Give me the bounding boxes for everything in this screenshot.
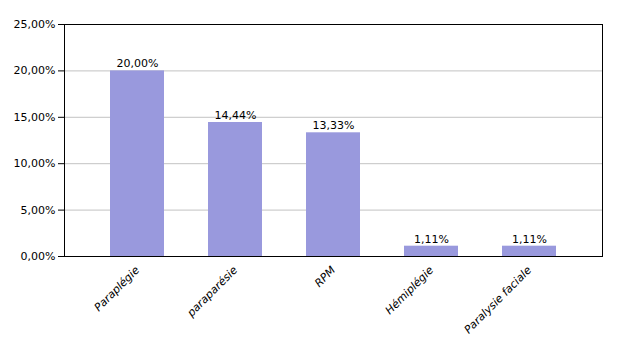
svg-text:RPM: RPM (312, 263, 338, 289)
svg-text:10,00%: 10,00% (14, 157, 56, 170)
svg-text:20,00%: 20,00% (14, 64, 56, 77)
svg-text:5,00%: 5,00% (21, 204, 56, 217)
svg-text:1,11%: 1,11% (512, 233, 547, 246)
svg-text:0,00%: 0,00% (21, 250, 56, 263)
svg-text:Paralysie faciale: Paralysie faciale (462, 264, 535, 337)
svg-text:15,00%: 15,00% (14, 111, 56, 124)
svg-text:13,33%: 13,33% (313, 119, 355, 132)
svg-text:25,00%: 25,00% (14, 18, 56, 31)
svg-text:20,00%: 20,00% (117, 57, 159, 70)
svg-text:Hémiplégie: Hémiplégie (383, 264, 436, 317)
svg-text:1,11%: 1,11% (414, 233, 449, 246)
svg-text:Paraplégie: Paraplégie (92, 264, 143, 315)
svg-text:14,44%: 14,44% (215, 109, 257, 122)
svg-text:paraparésie: paraparésie (184, 264, 240, 320)
